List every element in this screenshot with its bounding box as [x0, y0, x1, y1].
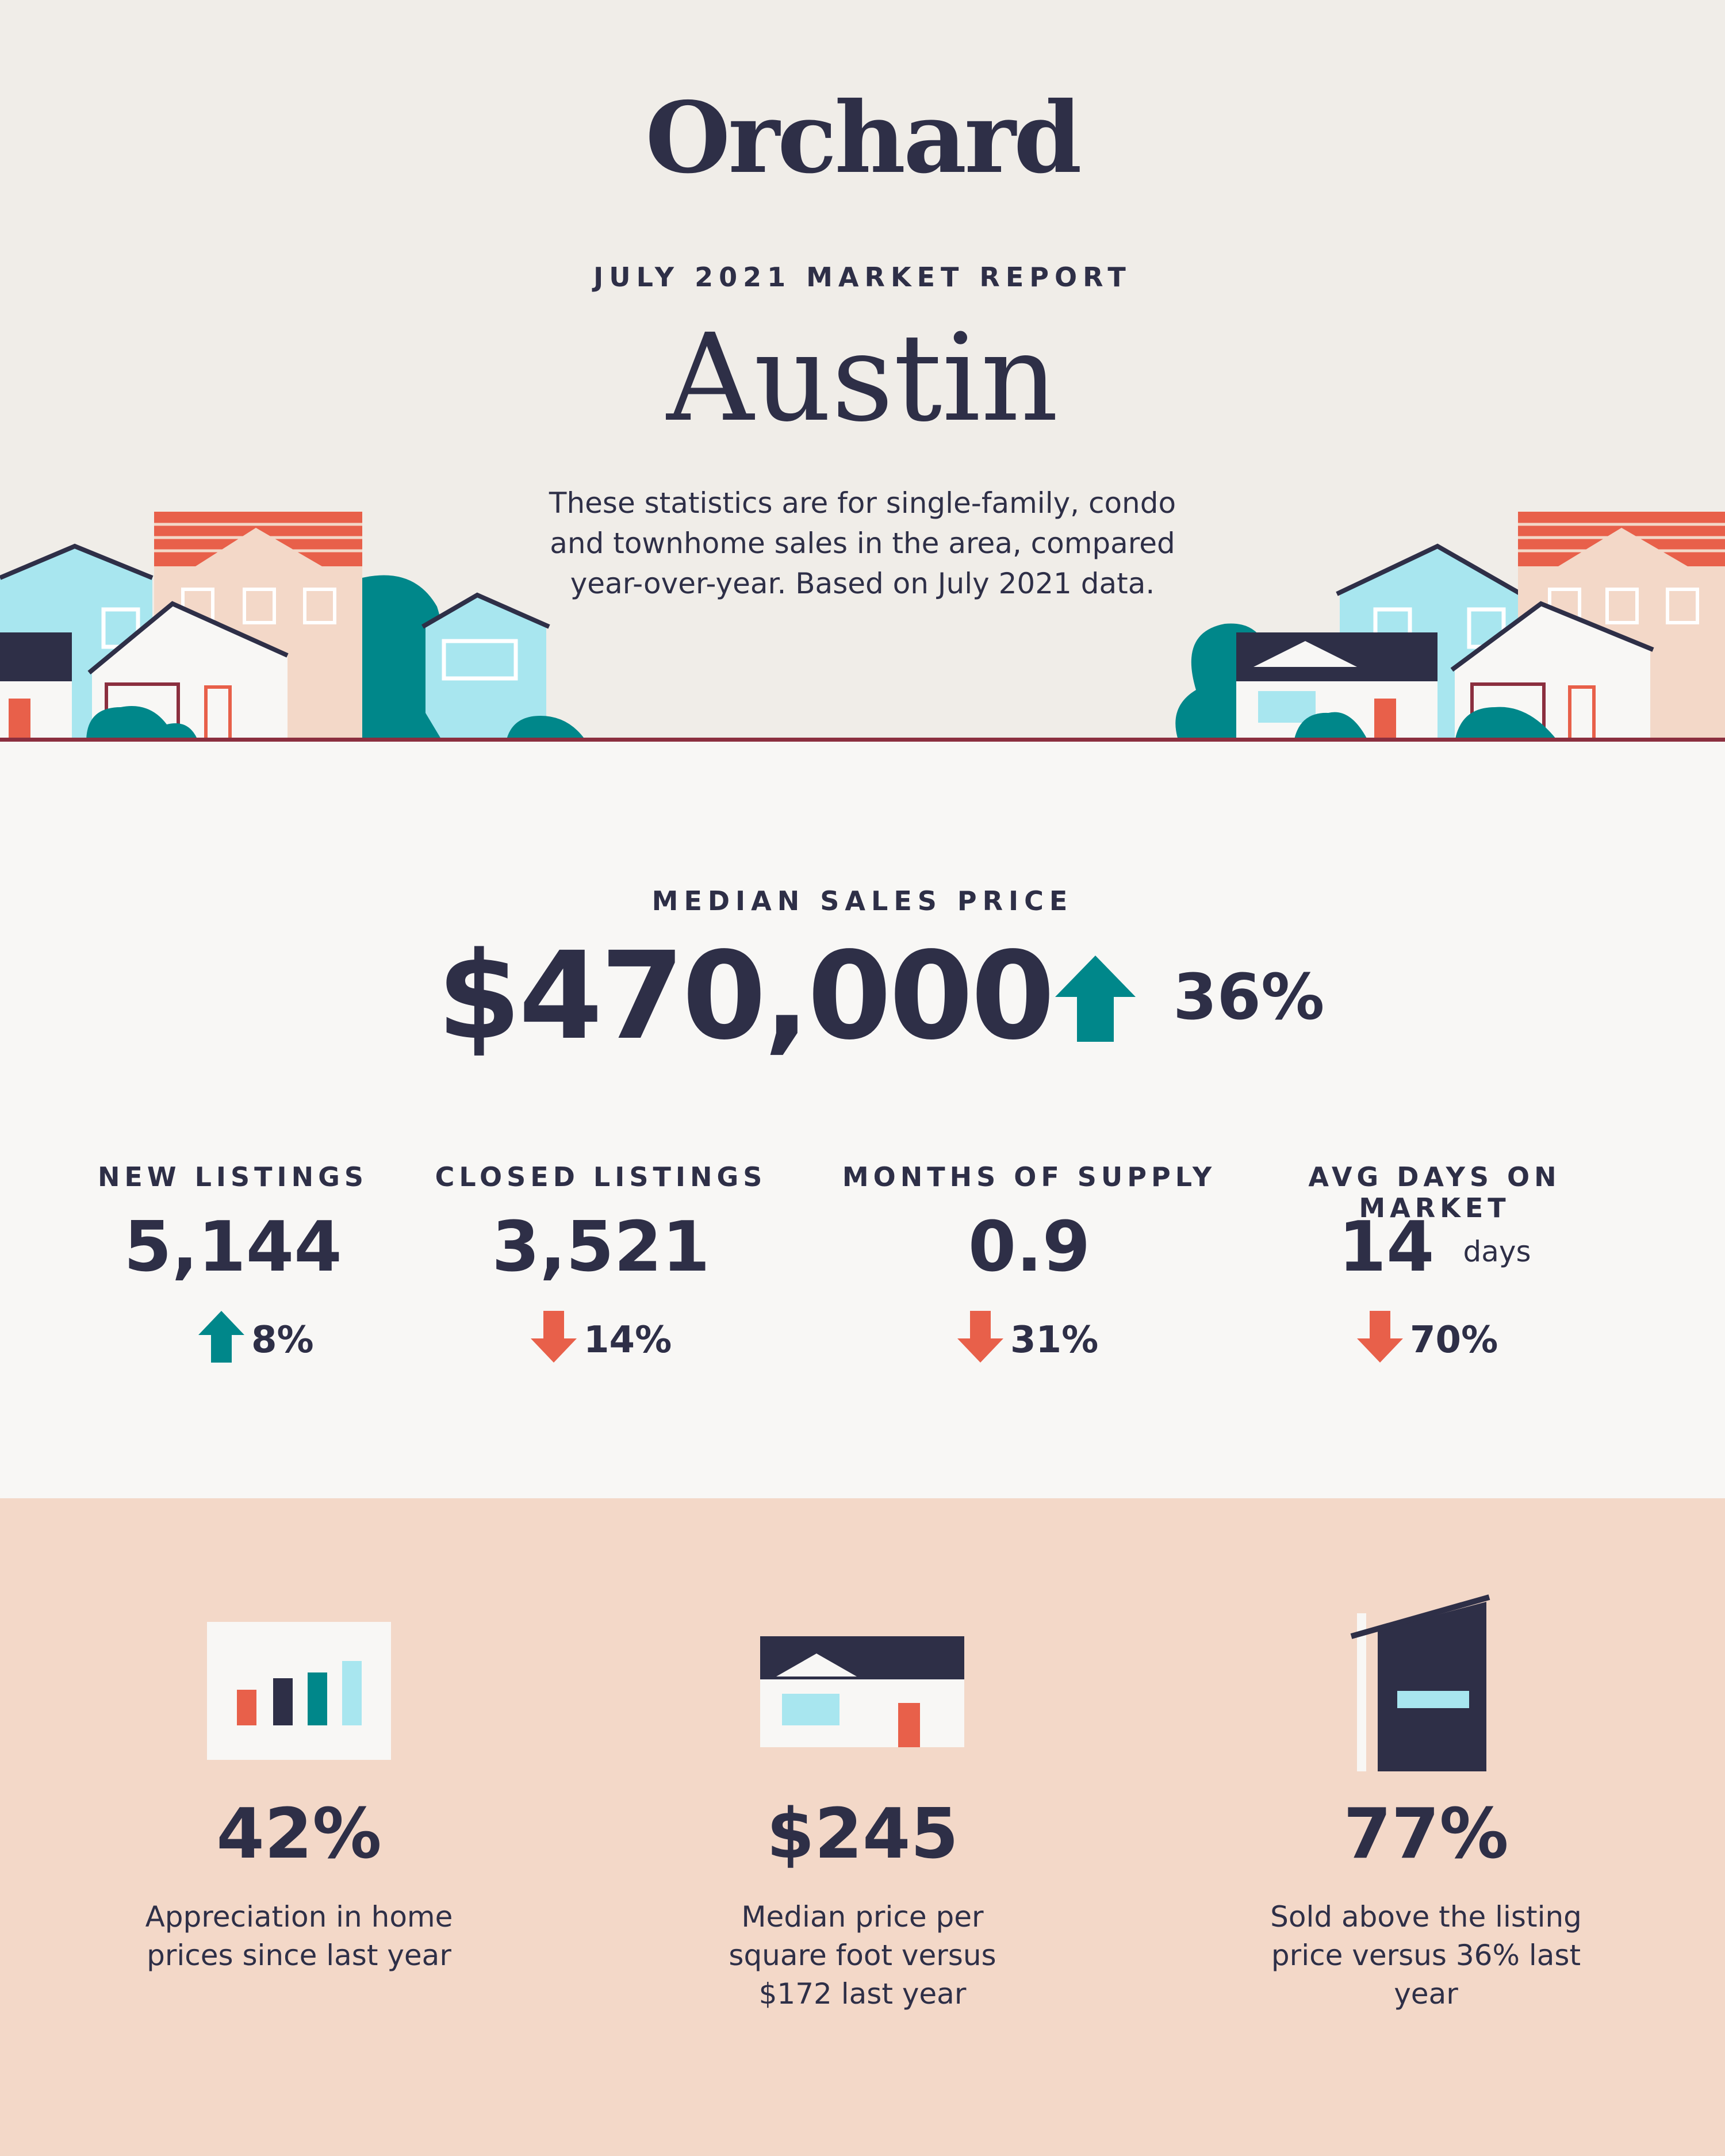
metric-unit: days: [1463, 1235, 1531, 1269]
bar-chart-icon: [207, 1622, 391, 1760]
houses-illustration: [0, 512, 1725, 743]
city-title: Austin: [666, 308, 1059, 448]
report-intro: These statistics are for single-family, …: [549, 486, 1176, 600]
orchard-logo[interactable]: Orchard: [645, 80, 1082, 195]
median-sales-price-change: 36%: [1173, 960, 1325, 1034]
report-eyebrow: JULY 2021 MARKET REPORT: [593, 262, 1132, 293]
median-sales-price-label: MEDIAN SALES PRICE: [651, 885, 1074, 916]
highlight-value: $245: [766, 1794, 959, 1874]
left-houses-icon: [0, 512, 586, 743]
stats-section: MEDIAN SALES PRICE $470,000 36% NEW LIST…: [0, 742, 1725, 1498]
median-sales-price-row: $470,000 36%: [0, 926, 1725, 1067]
arrow-down-icon: [1357, 1311, 1403, 1363]
arrow-up-icon: [1055, 956, 1136, 1042]
arrow-down-icon: [957, 1311, 1003, 1363]
highlight-description: Sold above the listing price versus 36% …: [1270, 1900, 1582, 2011]
metric-value: 5,144: [124, 1207, 342, 1287]
highlight-description: Median price per square foot versus $172…: [729, 1900, 996, 2011]
right-houses-icon: [1175, 512, 1725, 743]
highlights-section: 42% Appreciation in home prices since la…: [0, 1498, 1725, 2156]
metric-value-number: 14: [1338, 1207, 1435, 1287]
highlight-value: 77%: [1343, 1794, 1509, 1874]
arrow-down-icon: [531, 1311, 577, 1363]
metric-label: NEW LISTINGS: [97, 1161, 369, 1192]
highlight-description: Appreciation in home prices since last y…: [145, 1900, 453, 1972]
metric-value: 14 days: [1233, 1207, 1636, 1287]
sold-sign-icon: [1350, 1594, 1490, 1771]
metric-value: 3,521: [492, 1207, 710, 1287]
metric-label: CLOSED LISTINGS: [435, 1161, 767, 1192]
metric-label: MONTHS OF SUPPLY: [842, 1161, 1217, 1192]
metric-months-of-supply: MONTHS OF SUPPLY 0.9 31%: [828, 1161, 1230, 1363]
metric-label: AVG DAYS ON MARKET: [1308, 1161, 1561, 1223]
arrow-up-icon: [198, 1311, 244, 1363]
highlight-appreciation: 42% Appreciation in home prices since la…: [40, 1498, 558, 2156]
highlight-sold-above-list: 77% Sold above the listing price versus …: [1167, 1498, 1685, 2156]
metric-avg-days-on-market: AVG DAYS ON MARKET 14 days 70%: [1233, 1161, 1636, 1363]
metric-closed-listings: CLOSED LISTINGS 3,521 14%: [400, 1161, 802, 1363]
median-sales-price-value: $470,000: [437, 926, 1055, 1067]
highlight-price-per-sqft: $245 Median price per square foot versus…: [604, 1498, 1121, 2156]
metric-new-listings: NEW LISTINGS 5,144 8%: [32, 1161, 434, 1363]
metric-value: 0.9: [968, 1207, 1091, 1287]
report-header: Orchard JULY 2021 MARKET REPORT Austin T…: [0, 0, 1725, 743]
house-icon: [760, 1636, 964, 1747]
highlight-value: 42%: [216, 1794, 382, 1874]
